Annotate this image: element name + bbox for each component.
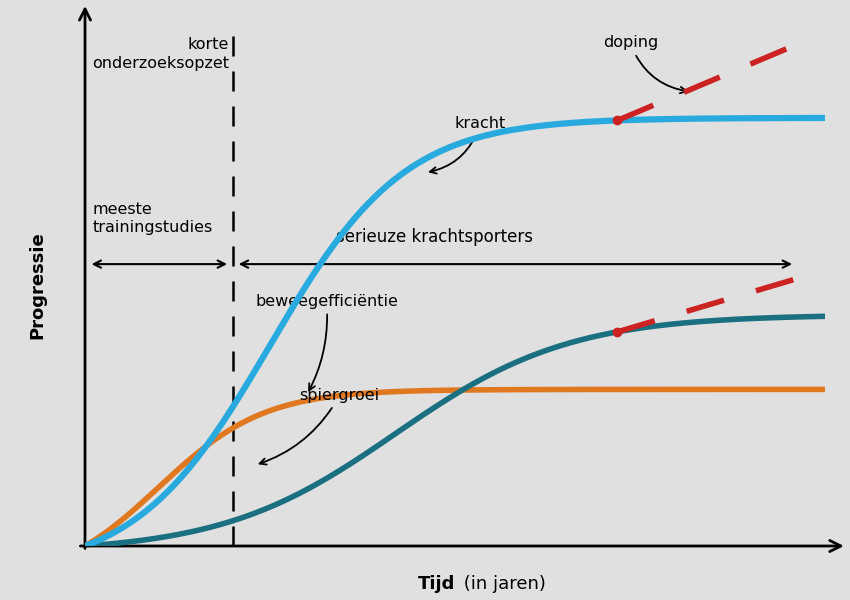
Text: kracht: kracht <box>430 116 506 173</box>
Text: Tijd: Tijd <box>417 575 455 593</box>
Text: meeste
trainingstudies: meeste trainingstudies <box>93 202 212 235</box>
Text: beweegefficiëntie: beweegefficiëntie <box>255 294 398 391</box>
Text: (in jaren): (in jaren) <box>458 575 547 593</box>
Text: spiergroei: spiergroei <box>259 388 380 464</box>
Text: korte
onderzoeksopzet: korte onderzoeksopzet <box>92 37 230 71</box>
Text: serieuze krachtsporters: serieuze krachtsporters <box>337 228 534 246</box>
Text: Progressie: Progressie <box>28 231 46 339</box>
Text: doping: doping <box>603 35 687 93</box>
